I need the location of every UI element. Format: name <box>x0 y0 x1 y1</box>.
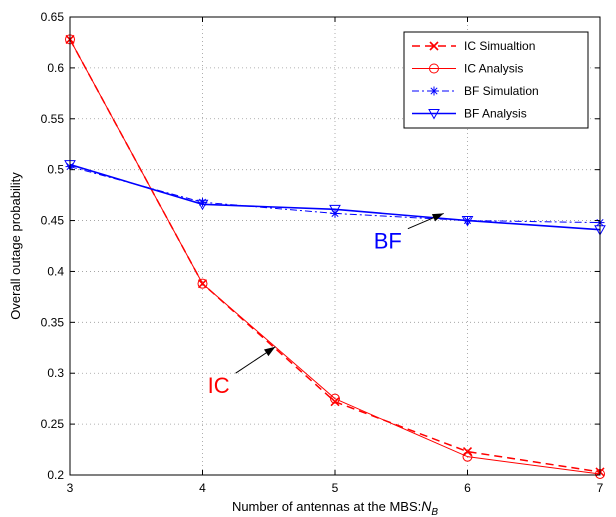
data-point <box>462 451 473 462</box>
legend-entry: IC Simualtion <box>412 39 535 53</box>
legend-label: BF Analysis <box>464 107 527 121</box>
y-tick-label: 0.2 <box>47 468 64 482</box>
y-tick-label: 0.45 <box>41 214 65 228</box>
x-axis-label-text: Number of antennas at the MBS: <box>232 499 421 514</box>
legend-marker <box>429 63 439 74</box>
legend-marker <box>429 86 439 96</box>
data-point <box>330 393 340 404</box>
data-point <box>330 397 340 407</box>
annotation-arrow-head <box>431 213 444 222</box>
legend-entry: IC Analysis <box>412 62 523 76</box>
series-line <box>69 163 601 231</box>
series-line <box>69 39 601 475</box>
annotation-arrow-head <box>264 346 276 357</box>
x-tick-label: 5 <box>332 481 339 495</box>
y-tick-label: 0.55 <box>41 112 65 126</box>
series-bf-analysis <box>64 160 606 236</box>
y-axis-label: Overall outage probability <box>8 172 23 320</box>
data-point <box>198 197 207 207</box>
annotation-label: IC <box>208 373 230 398</box>
legend-box <box>403 31 589 129</box>
data-point <box>462 447 473 457</box>
annotation-ic: IC <box>208 346 276 398</box>
y-tick-label: 0.4 <box>47 264 64 278</box>
legend-entry: BF Analysis <box>412 107 527 121</box>
data-point <box>329 204 341 216</box>
y-tick-label: 0.35 <box>41 315 65 329</box>
x-axis-label-subscript: B <box>431 507 438 517</box>
y-tick-label: 0.6 <box>47 61 64 75</box>
axis-ticks: 3 4 5 6 7 0.2 0.25 0.3 0.35 0.4 0.45 0.5 0.55 0.6 0.65 <box>41 10 604 495</box>
data-point <box>196 199 209 211</box>
legend-label: IC Analysis <box>464 62 523 76</box>
x-axis-label: Number of antennas at the MBS:NB <box>232 498 438 517</box>
x-tick-label: 6 <box>464 481 471 495</box>
legend: IC Simualtion IC Analysis BF Simulation BF … <box>403 31 589 129</box>
annotation-label: BF <box>374 229 402 254</box>
series-layer <box>64 34 606 479</box>
x-tick-label: 3 <box>67 481 74 495</box>
annotation-bf: BF <box>374 212 444 254</box>
x-tick-label: 7 <box>597 481 604 495</box>
legend-marker <box>429 41 439 51</box>
y-tick-label: 0.25 <box>41 417 65 431</box>
y-tick-label: 0.3 <box>47 366 64 380</box>
legend-label: BF Simulation <box>464 84 539 98</box>
annotations: BF IC <box>208 212 444 398</box>
legend-marker <box>428 109 440 120</box>
y-tick-label: 0.65 <box>41 10 65 24</box>
x-axis-label-symbol: N <box>421 498 432 514</box>
y-tick-label: 0.5 <box>47 163 64 177</box>
x-tick-label: 4 <box>199 481 206 495</box>
data-point <box>461 216 474 227</box>
data-point <box>197 278 208 289</box>
legend-entry: BF Simulation <box>412 84 539 98</box>
legend-label: IC Simualtion <box>464 39 535 53</box>
